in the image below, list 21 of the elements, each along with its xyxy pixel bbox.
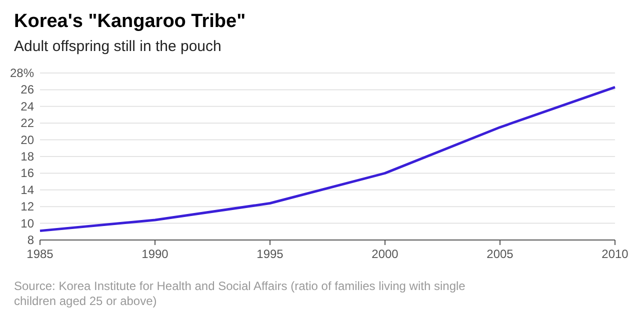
x-tick-label: 2000 (372, 247, 399, 261)
y-tick-label: 28% (10, 66, 34, 80)
line-series (38, 86, 616, 232)
y-tick-label: 12 (20, 200, 34, 214)
source-note: Source: Korea Institute for Health and Social Affairs (ratio of families living with single children aged 25 or above) (14, 279, 466, 308)
chart-subtitle: Adult offspring still in the pouch (14, 38, 222, 55)
y-tick-label: 20 (20, 132, 34, 147)
y-tick-label: 18 (20, 150, 34, 164)
x-tick-label: 2005 (486, 247, 514, 261)
x-tick-label: 2010 (602, 247, 629, 261)
y-tick-label: 8 (27, 233, 34, 247)
y-tick-label: 16 (20, 166, 34, 180)
y-tick-label: 26 (20, 82, 34, 97)
y-tick-label: 22 (20, 116, 34, 130)
chart-title: Korea's "Kangaroo Tribe" (14, 11, 246, 32)
x-tick-label: 1990 (142, 247, 169, 261)
x-tick-label: 1985 (26, 247, 54, 261)
x-tick-label: 1995 (256, 247, 284, 261)
y-tick-label: 24 (20, 99, 34, 114)
y-tick-label: 14 (20, 182, 34, 197)
y-tick-label: 10 (20, 216, 34, 230)
